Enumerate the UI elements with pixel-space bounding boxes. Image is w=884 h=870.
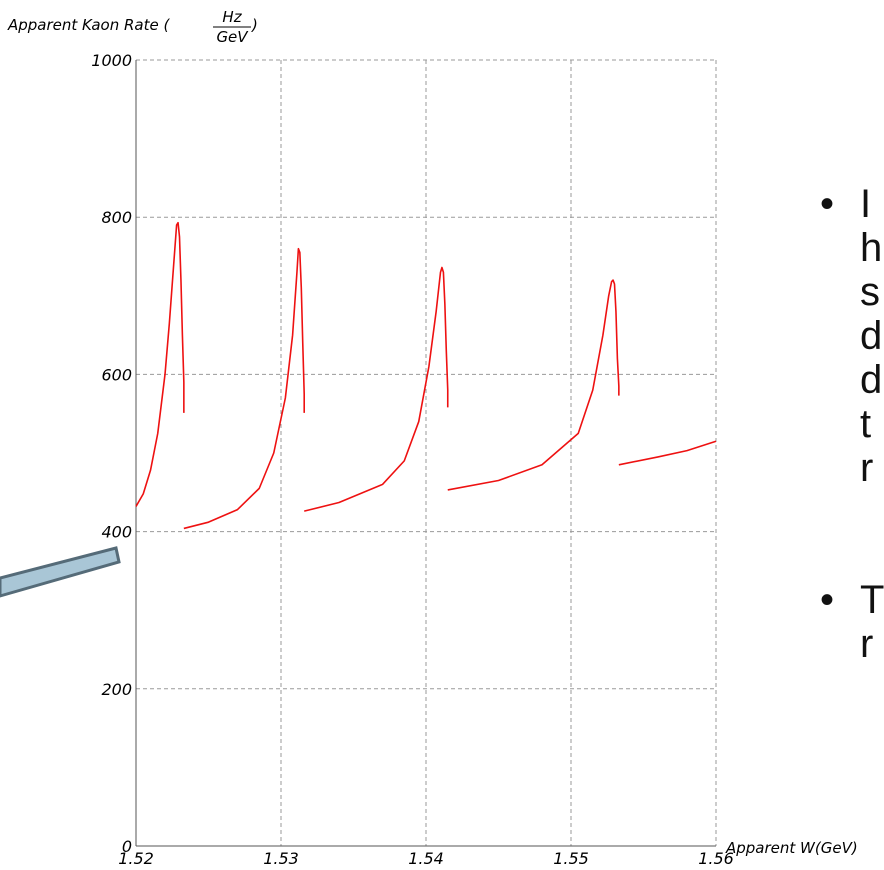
- bullet-dot: •: [820, 182, 835, 226]
- grid: [136, 59, 717, 846]
- bullet-text: I h s d d t r: [860, 182, 883, 490]
- x-tick-label: 1.56: [698, 849, 734, 868]
- bullet-text: T r: [860, 578, 884, 666]
- rate-curve-segment: [135, 221, 185, 507]
- rate-curve-segment: [447, 279, 620, 491]
- x-tick-label: 1.53: [263, 849, 299, 868]
- y-axis-title-numerator: Hz: [222, 8, 242, 26]
- series: [135, 221, 717, 530]
- callout-pointer: [0, 546, 121, 598]
- x-axis-title: Apparent W(GeV): [725, 839, 858, 857]
- x-tick-label: 1.55: [553, 849, 589, 868]
- x-tick-label: 1.52: [118, 849, 154, 868]
- rate-curve-segment: [183, 247, 305, 530]
- y-tick-label: 800: [101, 208, 132, 227]
- y-tick-label: 600: [101, 365, 132, 384]
- bullet-list: • I h s d d t r • T r: [820, 182, 884, 742]
- tick-labels: 1.52 1.53 1.54 1.55 1.56 0 200 400 600 800 1000: [91, 51, 734, 868]
- rate-curve-segment: [304, 266, 449, 512]
- y-tick-label: 0: [122, 837, 132, 856]
- y-tick-label: 200: [101, 680, 132, 699]
- y-axis-title-prefix: Apparent Kaon Rate (: [7, 16, 170, 34]
- rate-curve-segment: [618, 440, 717, 466]
- axes: [135, 60, 716, 847]
- bullet-dot: •: [820, 578, 835, 622]
- y-tick-label: 1000: [91, 51, 132, 70]
- y-axis-title-denominator: GeV: [216, 28, 249, 46]
- x-tick-label: 1.54: [408, 849, 444, 868]
- y-tick-label: 400: [101, 523, 132, 542]
- y-axis-title-suffix: ): [251, 16, 258, 34]
